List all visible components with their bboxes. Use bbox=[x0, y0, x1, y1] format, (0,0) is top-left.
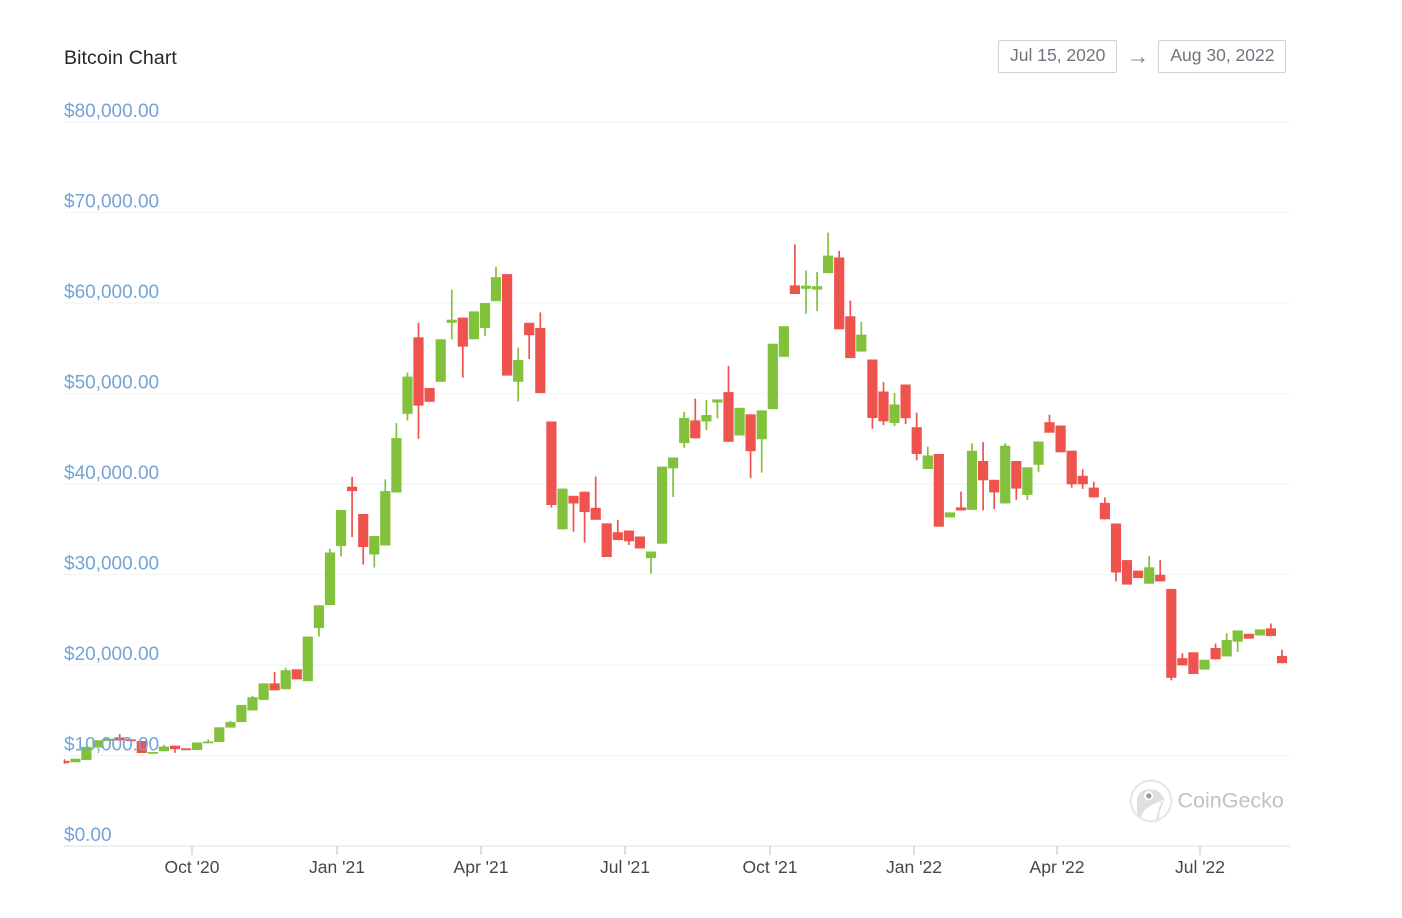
svg-text:$0.00: $0.00 bbox=[64, 825, 112, 846]
svg-text:$50,000.00: $50,000.00 bbox=[64, 373, 159, 394]
svg-text:Oct '20: Oct '20 bbox=[165, 857, 220, 877]
svg-text:$80,000.00: $80,000.00 bbox=[64, 101, 159, 122]
svg-text:$60,000.00: $60,000.00 bbox=[64, 282, 159, 303]
svg-text:Jul '21: Jul '21 bbox=[600, 857, 650, 877]
svg-text:$30,000.00: $30,000.00 bbox=[64, 554, 159, 575]
svg-text:Apr '21: Apr '21 bbox=[454, 857, 509, 877]
svg-text:$10,000.00: $10,000.00 bbox=[64, 735, 159, 756]
svg-text:$40,000.00: $40,000.00 bbox=[64, 463, 159, 484]
svg-text:Apr '22: Apr '22 bbox=[1030, 857, 1085, 877]
svg-text:Oct '21: Oct '21 bbox=[743, 857, 798, 877]
svg-text:Jan '22: Jan '22 bbox=[886, 857, 942, 877]
svg-text:Jan '21: Jan '21 bbox=[309, 857, 365, 877]
svg-text:Jul '22: Jul '22 bbox=[1175, 857, 1225, 877]
svg-text:$20,000.00: $20,000.00 bbox=[64, 644, 159, 665]
svg-text:$70,000.00: $70,000.00 bbox=[64, 192, 159, 213]
svg-text:CoinGecko: CoinGecko bbox=[1178, 789, 1284, 813]
